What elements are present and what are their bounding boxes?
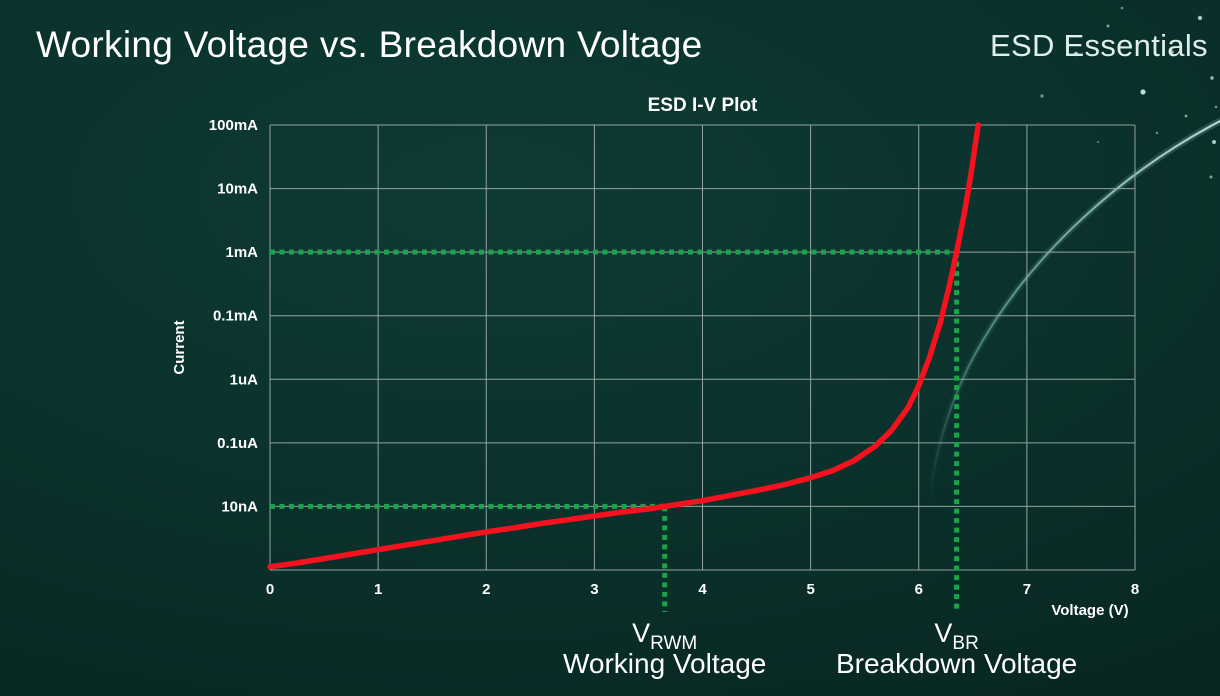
x-tick-label: 7: [1023, 581, 1031, 598]
decorative-dots: [1040, 6, 1218, 179]
x-tick-label: 0: [266, 581, 274, 598]
x-tick-label: 2: [482, 581, 490, 598]
y-tick-label: 10mA: [217, 181, 258, 198]
x-tick-label: 6: [915, 581, 923, 598]
brand-label: ESD Essentials: [990, 28, 1208, 63]
x-tick-label: 8: [1131, 581, 1139, 598]
y-tick-label: 100mA: [209, 117, 258, 134]
y-tick-label: 1mA: [225, 244, 258, 261]
page-title: Working Voltage vs. Breakdown Voltage: [36, 24, 703, 65]
x-tick-label: 5: [806, 581, 814, 598]
voltage-caption-vbr: Breakdown Voltage: [836, 648, 1077, 679]
chart-title: ESD I-V Plot: [648, 95, 758, 116]
y-tick-label: 10nA: [221, 498, 258, 515]
decorative-swoosh: [928, 119, 1220, 499]
x-axis-title: Voltage (V): [1051, 602, 1128, 619]
voltage-caption-vrwm: Working Voltage: [563, 648, 766, 679]
y-axis-title: Current: [171, 320, 188, 374]
x-tick-label: 1: [374, 581, 382, 598]
x-tick-label: 3: [590, 581, 598, 598]
iv-curve: [267, 122, 981, 570]
x-tick-label: 4: [698, 581, 707, 598]
y-tick-label: 0.1uA: [217, 435, 258, 452]
y-tick-label: 1uA: [230, 371, 259, 388]
y-tick-label: 0.1mA: [213, 308, 258, 325]
